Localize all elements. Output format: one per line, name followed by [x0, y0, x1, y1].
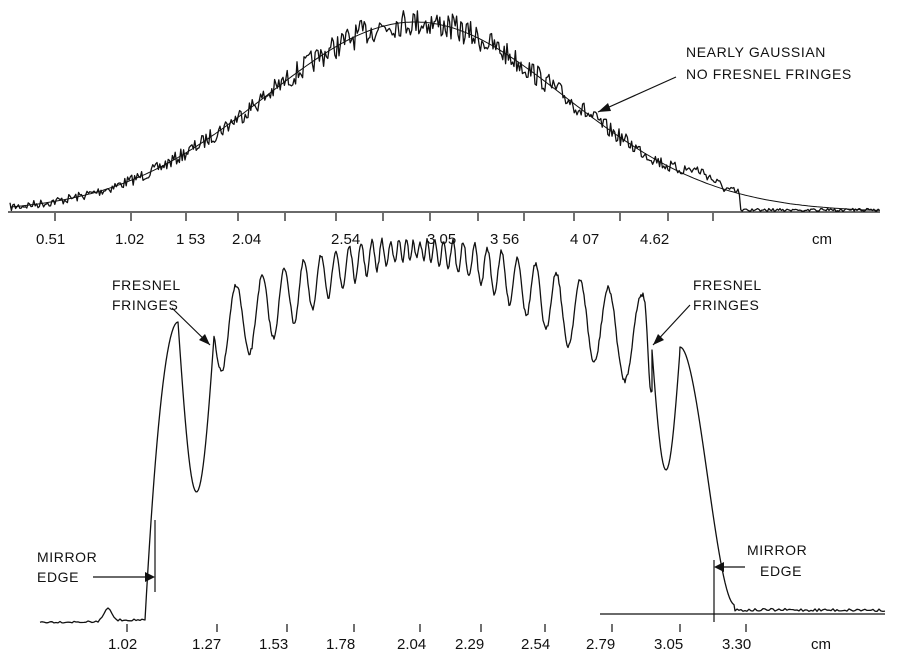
bottom-tick-label: 1.27: [192, 636, 221, 653]
right-mirror-edge-annotation: MIRROR EDGE: [714, 542, 807, 579]
gaussian-annotation-line-1: NEARLY GAUSSIAN: [686, 44, 826, 60]
top-tick-label: 3 56: [490, 231, 519, 248]
left-fresnel-line-2: FRINGES: [112, 297, 178, 313]
left-mirror-edge-line-1: MIRROR: [37, 549, 97, 565]
bottom-tick-marks: [126, 624, 747, 632]
right-fresnel-arrowhead: [653, 334, 664, 345]
top-tick-label: 4 07: [570, 231, 599, 248]
bottom-tick-label: 3.30: [722, 636, 751, 653]
right-fresnel-annotation: FRESNEL FRINGES: [652, 277, 762, 346]
gaussian-annotation-line-2: NO FRESNEL FRINGES: [686, 66, 852, 82]
gaussian-annotation-arrow: [597, 76, 677, 113]
bottom-tick-label: 1.02: [108, 636, 137, 653]
left-mirror-edge-line-2: EDGE: [37, 569, 79, 585]
top-tick-label: 4.62: [640, 231, 669, 248]
top-tick-label: 1 53: [176, 231, 205, 248]
top-intensity-trace: [9, 10, 880, 213]
left-mirror-edge-arrowhead: [145, 572, 155, 582]
right-mirror-edge-line-2: EDGE: [760, 563, 802, 579]
top-tick-labels: 0.51 1.02 1 53 2.04 2.54 3 05 3 56 4 07 4.62: [36, 231, 669, 248]
left-fresnel-arrowhead: [199, 334, 210, 345]
bottom-tick-label: 2.04: [397, 636, 426, 653]
right-fresnel-line-2: FRINGES: [693, 297, 759, 313]
bottom-panel: 1.02 1.27 1.53 1.78 2.04 2.29 2.54 2.79 3.05 3.30…: [37, 237, 886, 653]
bottom-unit-label: cm: [811, 636, 831, 653]
top-unit-label: cm: [812, 231, 832, 248]
right-mirror-edge-arrowhead: [714, 562, 724, 572]
top-tick-label: 2.54: [331, 231, 360, 248]
gaussian-annotation: NEARLY GAUSSIAN NO FRESNEL FRINGES: [597, 44, 852, 113]
bottom-tick-label: 1.78: [326, 636, 355, 653]
left-fresnel-line-1: FRESNEL: [112, 277, 181, 293]
bottom-intensity-trace: [39, 237, 886, 624]
top-tick-marks: [54, 213, 714, 221]
bottom-tick-label: 3.05: [654, 636, 683, 653]
top-tick-label: 1.02: [115, 231, 144, 248]
bottom-tick-labels: 1.02 1.27 1.53 1.78 2.04 2.29 2.54 2.79 3.05 3.30: [108, 636, 751, 653]
gaussian-annotation-arrowhead: [598, 103, 611, 112]
top-panel: 0.51 1.02 1 53 2.04 2.54 3 05 3 56 4 07 4.62 cm …: [8, 10, 881, 248]
bottom-tick-label: 2.54: [521, 636, 550, 653]
left-mirror-edge-annotation: MIRROR EDGE: [37, 549, 155, 585]
top-tick-label: 0.51: [36, 231, 65, 248]
right-fresnel-line-1: FRESNEL: [693, 277, 762, 293]
bottom-tick-label: 2.29: [455, 636, 484, 653]
right-mirror-edge-line-1: MIRROR: [747, 542, 807, 558]
bottom-tick-label: 1.53: [259, 636, 288, 653]
left-fresnel-annotation: FRESNEL FRINGES: [112, 277, 211, 346]
top-tick-label: 2.04: [232, 231, 261, 248]
bottom-tick-label: 2.79: [586, 636, 615, 653]
